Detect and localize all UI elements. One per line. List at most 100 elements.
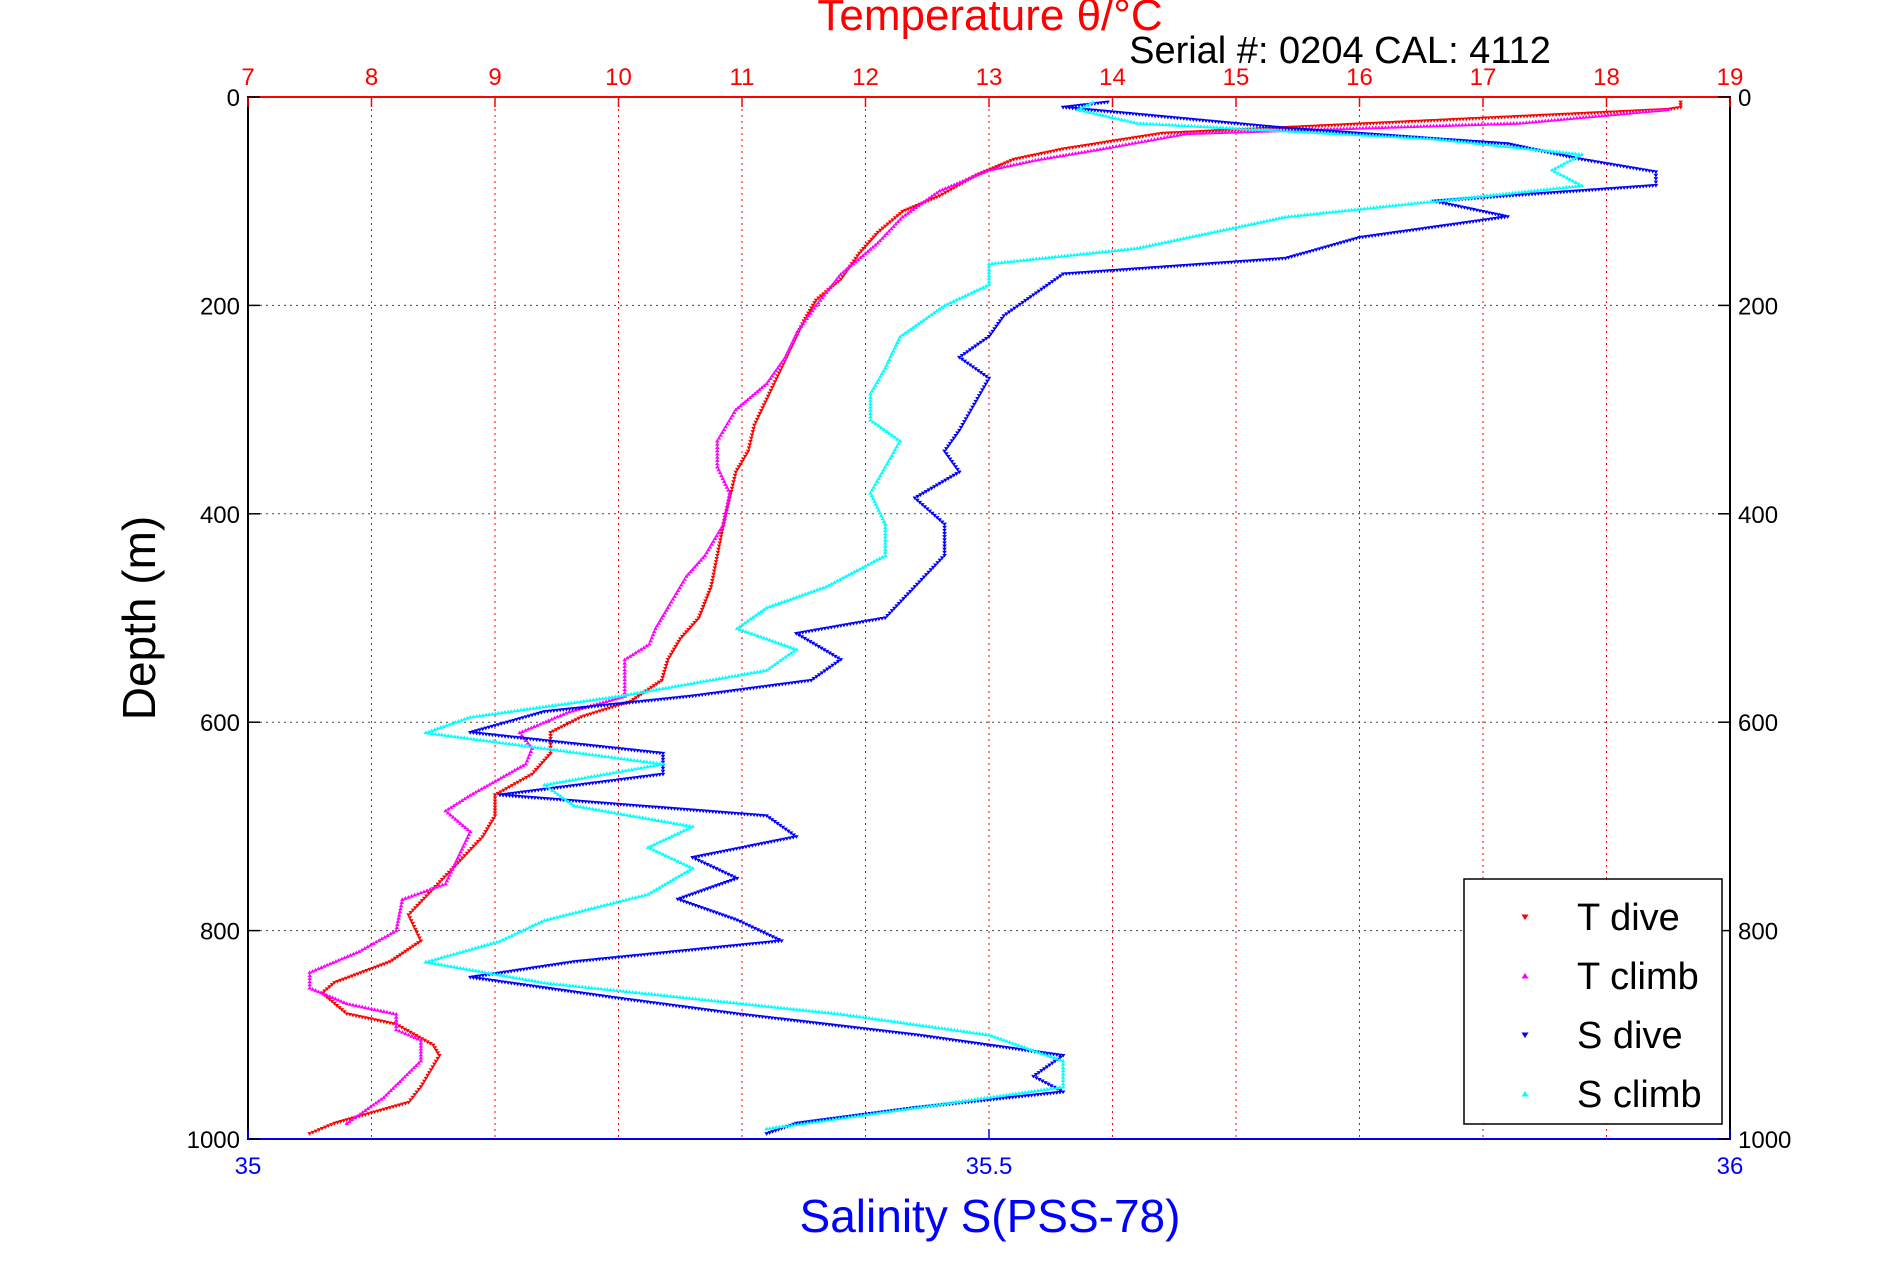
data-point (986, 270, 992, 275)
data-point (367, 967, 372, 972)
data-point (1662, 107, 1668, 112)
data-point (446, 806, 451, 811)
data-point (661, 1002, 666, 1007)
data-point (530, 923, 535, 928)
data-point (329, 999, 335, 1004)
data-point (1038, 1092, 1044, 1097)
data-point (733, 470, 739, 475)
data-point (1488, 121, 1494, 126)
data-point (1168, 134, 1173, 138)
data-point (1421, 123, 1427, 128)
data-point (729, 674, 735, 678)
data-point (826, 287, 831, 292)
data-point (910, 207, 916, 211)
data-point (983, 169, 989, 173)
data-point (1078, 252, 1083, 256)
data-point (418, 939, 424, 944)
data-point (1041, 1087, 1047, 1092)
data-point (517, 976, 522, 980)
data-point (1558, 163, 1564, 167)
data-point (405, 1029, 410, 1033)
data-point (542, 758, 547, 763)
data-point (863, 1015, 869, 1020)
data-point (950, 1100, 956, 1105)
data-point (436, 732, 441, 736)
data-point (1653, 177, 1659, 181)
data-point (569, 708, 575, 713)
data-point (782, 1017, 787, 1022)
data-point (896, 337, 902, 342)
data-point (684, 574, 689, 578)
data-point (726, 811, 731, 816)
data-point (1456, 196, 1462, 201)
data-point (1390, 203, 1395, 208)
data-point (771, 383, 776, 387)
data-point (1172, 131, 1178, 135)
data-point (937, 1102, 943, 1106)
data-point (915, 1033, 921, 1038)
data-point (1411, 124, 1417, 128)
data-point (1100, 113, 1106, 117)
data-point (1188, 130, 1194, 135)
data-point (334, 1004, 340, 1008)
data-point (553, 728, 559, 732)
data-point (986, 167, 992, 172)
data-point (1467, 117, 1472, 121)
data-point (662, 669, 667, 674)
data-point (353, 1003, 359, 1008)
data-point (617, 702, 623, 706)
data-point (911, 205, 917, 209)
data-point (895, 1019, 900, 1024)
data-point (503, 936, 509, 940)
data-point (524, 758, 530, 763)
data-point (560, 795, 566, 800)
data-point (964, 1029, 970, 1034)
data-point (1070, 151, 1075, 156)
data-point (1222, 120, 1228, 125)
data-point (926, 488, 932, 493)
data-point (1265, 127, 1271, 132)
data-point (1018, 258, 1023, 263)
data-point (725, 915, 731, 920)
data-point (1045, 1082, 1051, 1087)
data-point (648, 846, 654, 851)
data-point (1119, 247, 1124, 252)
data-point (798, 1019, 803, 1024)
data-point (1185, 123, 1191, 128)
data-point (596, 753, 602, 758)
data-point (532, 796, 538, 800)
data-point (1062, 253, 1067, 258)
data-point (965, 414, 970, 419)
data-point (595, 904, 601, 909)
data-point (889, 453, 895, 457)
data-point (855, 257, 861, 262)
data-point (454, 951, 460, 955)
data-point (1171, 116, 1177, 120)
data-point (1608, 110, 1613, 115)
data-point (799, 1121, 804, 1126)
data-point (488, 941, 493, 946)
data-point (679, 582, 684, 587)
data-point (584, 698, 590, 703)
data-point (1324, 210, 1329, 215)
data-point (393, 1083, 398, 1088)
data-point (1255, 220, 1260, 225)
data-point (702, 907, 707, 911)
data-point (337, 1006, 342, 1010)
data-point (977, 1031, 982, 1036)
data-point (1229, 121, 1234, 126)
data-point (670, 596, 676, 601)
data-point (1147, 243, 1152, 248)
data-point (991, 1094, 997, 1099)
data-point (991, 1044, 997, 1048)
data-point (805, 1120, 810, 1125)
data-point (1295, 213, 1301, 218)
data-point (813, 298, 819, 303)
data-point (877, 238, 883, 243)
data-point (769, 1016, 775, 1021)
data-point (687, 825, 692, 830)
data-point (723, 512, 728, 517)
data-point (1488, 142, 1493, 147)
data-point (1307, 130, 1312, 134)
